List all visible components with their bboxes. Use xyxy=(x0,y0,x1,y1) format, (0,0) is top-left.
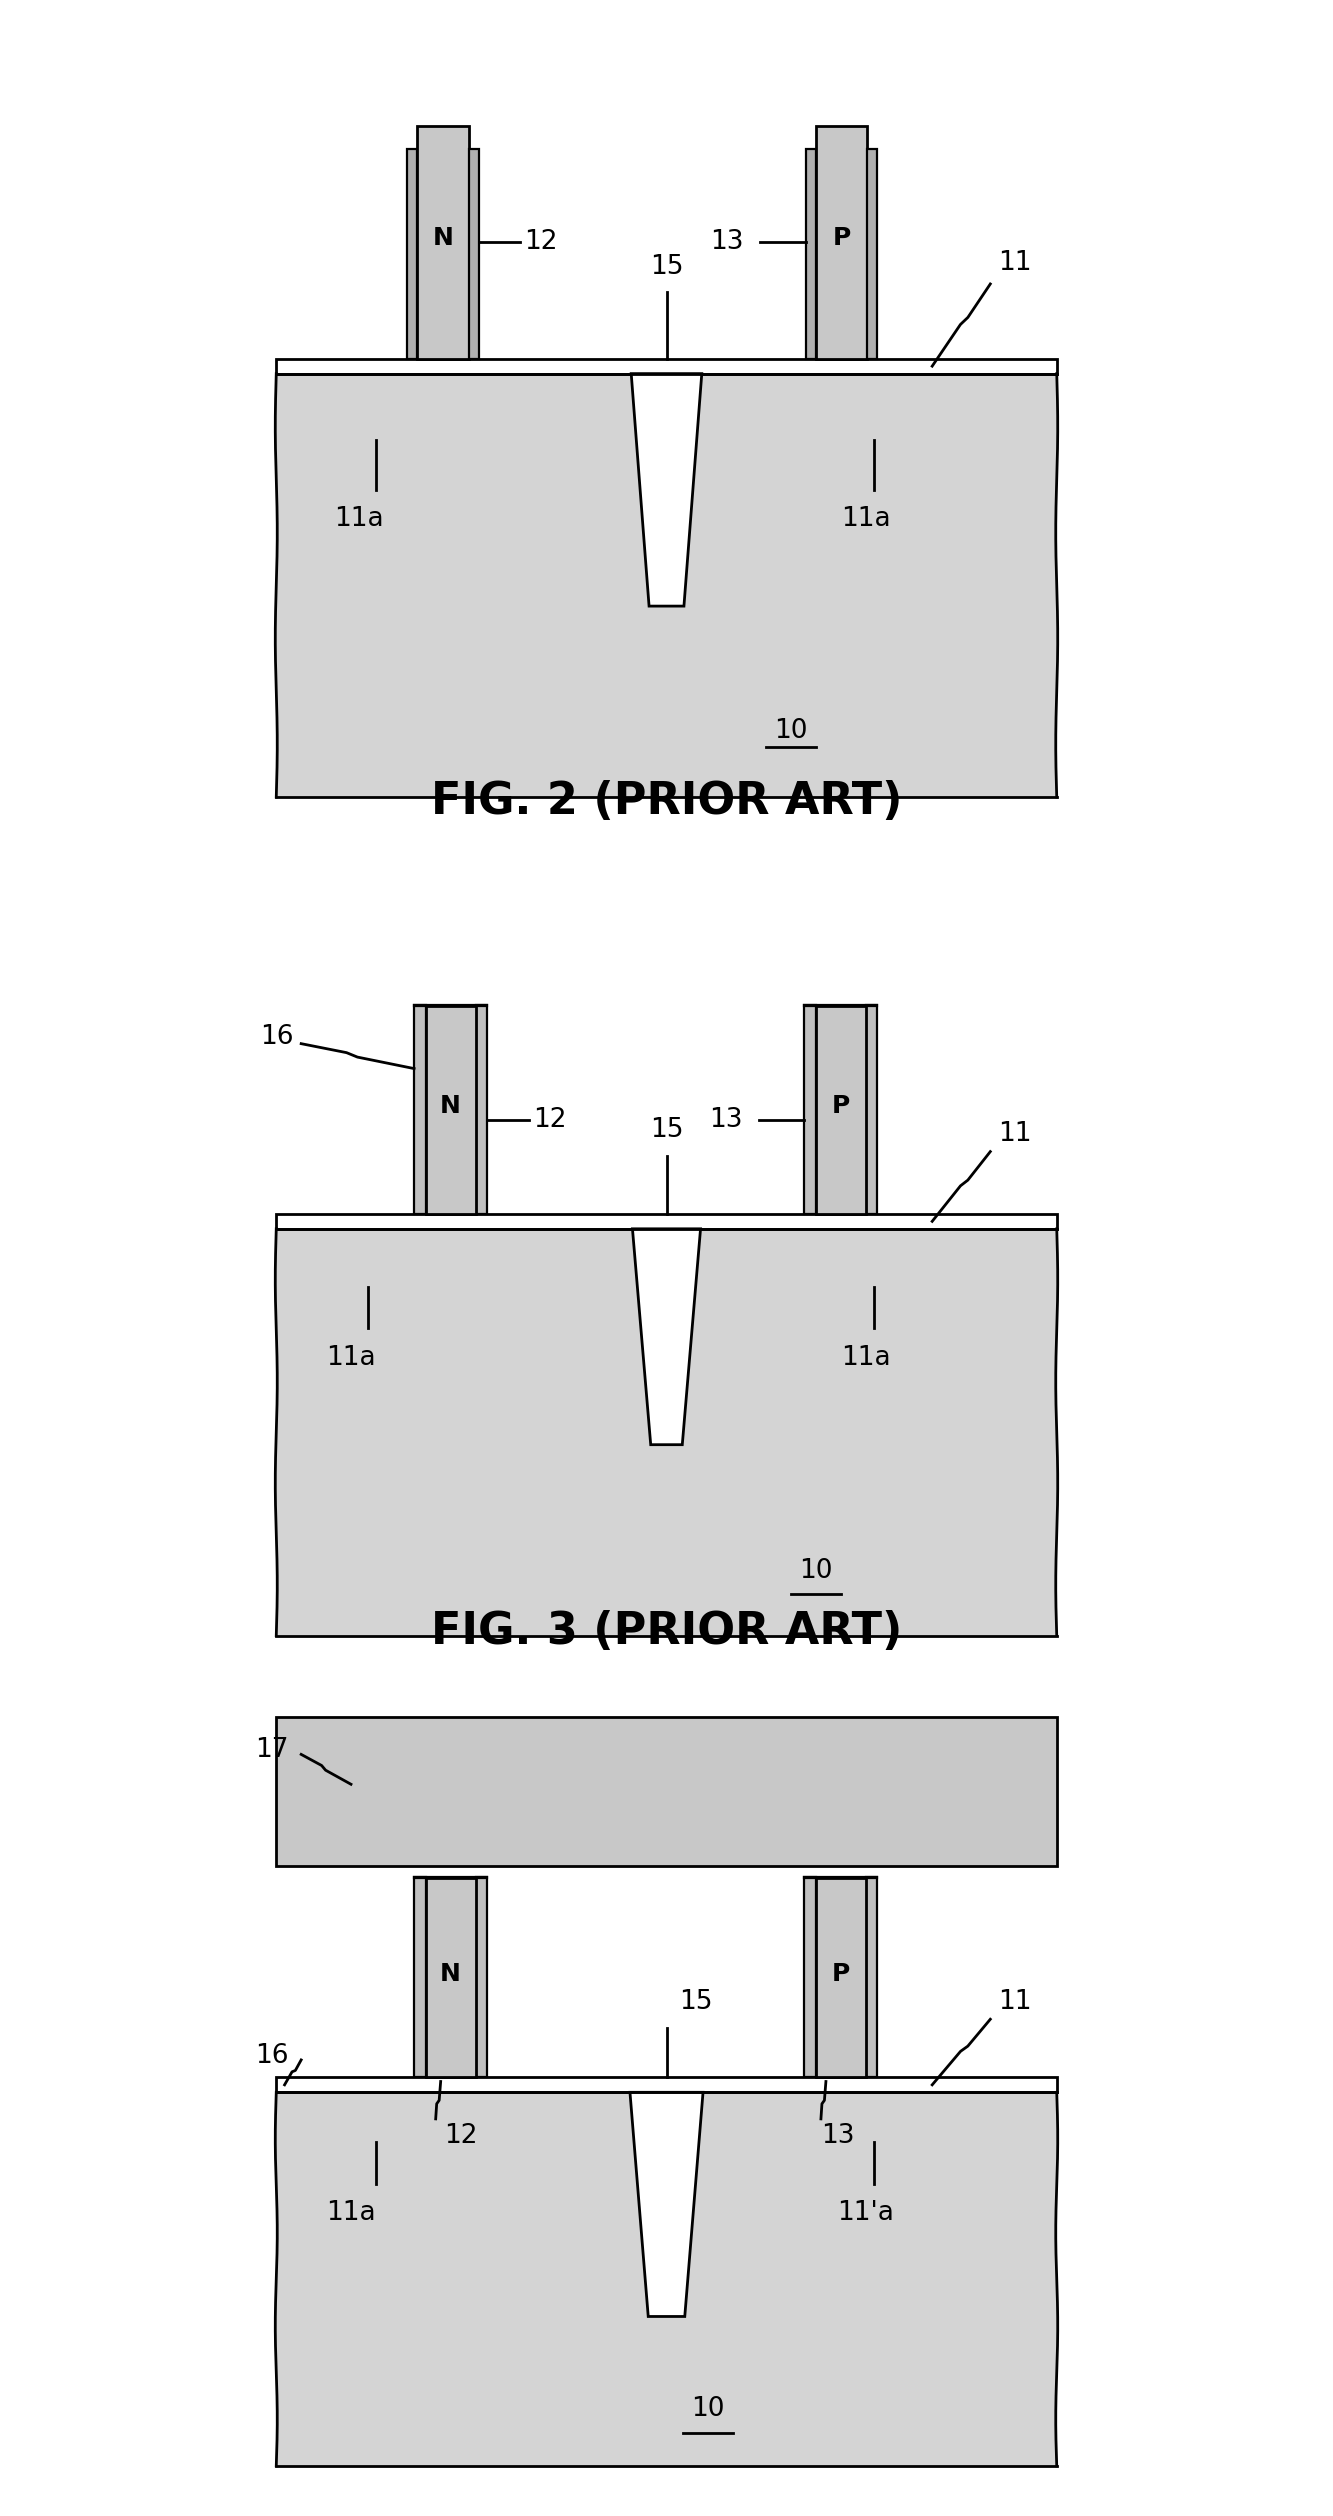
Text: 16: 16 xyxy=(260,1024,293,1052)
Bar xyxy=(276,2078,1057,2093)
Text: N: N xyxy=(440,1094,461,1117)
Text: 10: 10 xyxy=(692,2395,725,2423)
Polygon shape xyxy=(632,372,701,606)
Bar xyxy=(804,1877,816,2078)
Text: 12: 12 xyxy=(524,229,559,257)
Bar xyxy=(806,148,816,360)
Bar xyxy=(276,1716,1057,1867)
Bar xyxy=(425,1877,476,2078)
Polygon shape xyxy=(276,1228,1057,1635)
Text: 11a: 11a xyxy=(335,506,384,533)
Text: 13: 13 xyxy=(709,1107,742,1135)
Text: P: P xyxy=(832,1962,850,1985)
Bar xyxy=(868,148,877,360)
Text: 11'a: 11'a xyxy=(837,2199,893,2227)
Polygon shape xyxy=(276,372,1057,798)
Bar xyxy=(816,1006,865,1213)
Text: N: N xyxy=(440,1962,461,1985)
Bar xyxy=(816,126,868,360)
Bar xyxy=(816,1877,865,2078)
Text: 16: 16 xyxy=(256,2043,289,2068)
Text: 11a: 11a xyxy=(841,506,890,533)
Bar xyxy=(476,1006,487,1213)
Bar xyxy=(415,1006,425,1213)
Bar xyxy=(276,360,1057,372)
Polygon shape xyxy=(276,2093,1057,2466)
Bar xyxy=(276,1213,1057,1228)
Text: 15: 15 xyxy=(649,1117,684,1142)
Bar xyxy=(415,1877,425,2078)
Text: 11: 11 xyxy=(998,249,1032,277)
Text: P: P xyxy=(833,226,850,249)
Title: FIG. 2 (PRIOR ART): FIG. 2 (PRIOR ART) xyxy=(431,780,902,823)
Bar xyxy=(425,1006,476,1213)
Text: 12: 12 xyxy=(533,1107,567,1135)
Text: N: N xyxy=(433,226,453,249)
Text: 11a: 11a xyxy=(841,1346,890,1371)
Text: 11a: 11a xyxy=(327,2199,376,2227)
Title: FIG. 3 (PRIOR ART): FIG. 3 (PRIOR ART) xyxy=(431,1610,902,1653)
Text: 17: 17 xyxy=(256,1736,289,1764)
Text: P: P xyxy=(832,1094,850,1117)
Bar xyxy=(865,1006,877,1213)
Bar xyxy=(417,126,469,360)
Text: 11: 11 xyxy=(998,1990,1032,2015)
Polygon shape xyxy=(632,1228,701,1444)
Polygon shape xyxy=(631,2093,702,2317)
Text: 11: 11 xyxy=(998,1122,1032,1147)
Text: 15: 15 xyxy=(678,1990,712,2015)
Text: 13: 13 xyxy=(821,2124,854,2149)
Text: 10: 10 xyxy=(774,717,808,745)
Bar xyxy=(865,1877,877,2078)
Text: 11a: 11a xyxy=(327,1346,376,1371)
Bar xyxy=(804,1006,816,1213)
Text: 12: 12 xyxy=(444,2124,477,2149)
Bar xyxy=(476,1877,487,2078)
Text: 10: 10 xyxy=(800,1557,833,1583)
Bar xyxy=(469,148,479,360)
Bar xyxy=(408,148,417,360)
Text: 15: 15 xyxy=(649,254,684,279)
Text: 13: 13 xyxy=(710,229,744,257)
